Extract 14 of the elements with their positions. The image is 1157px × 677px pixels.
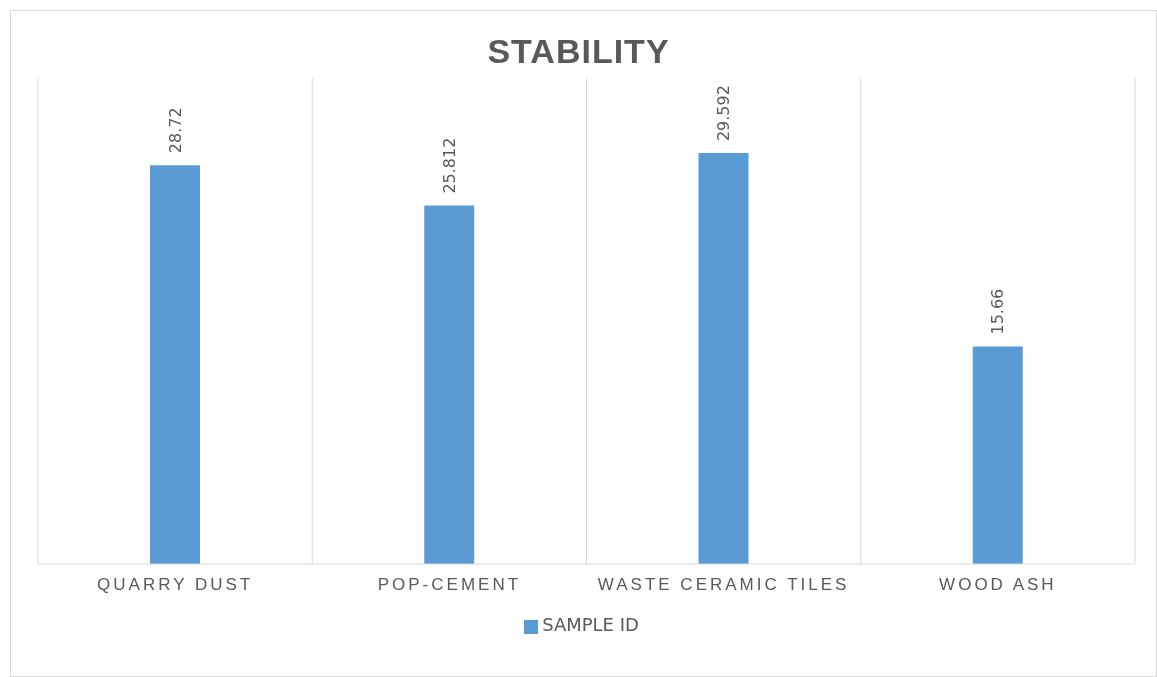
chart-title: STABILITY: [486, 32, 671, 71]
data-label: 28.72: [165, 107, 185, 154]
bar: [424, 205, 475, 564]
x-tick-label: WASTE CERAMIC TILES: [597, 575, 850, 594]
legend-label: SAMPLE ID: [542, 614, 639, 635]
bar: [698, 153, 749, 564]
bar: [150, 165, 200, 564]
x-tick-label: WOOD ASH: [939, 575, 1057, 594]
x-tick-label: POP-CEMENT: [377, 575, 522, 594]
bar: [972, 346, 1023, 564]
x-tick-label: QUARRY DUST: [97, 575, 254, 594]
data-label: 29.592: [714, 85, 734, 142]
data-label: 25.812: [439, 137, 459, 194]
data-label: 15.66: [988, 288, 1008, 335]
